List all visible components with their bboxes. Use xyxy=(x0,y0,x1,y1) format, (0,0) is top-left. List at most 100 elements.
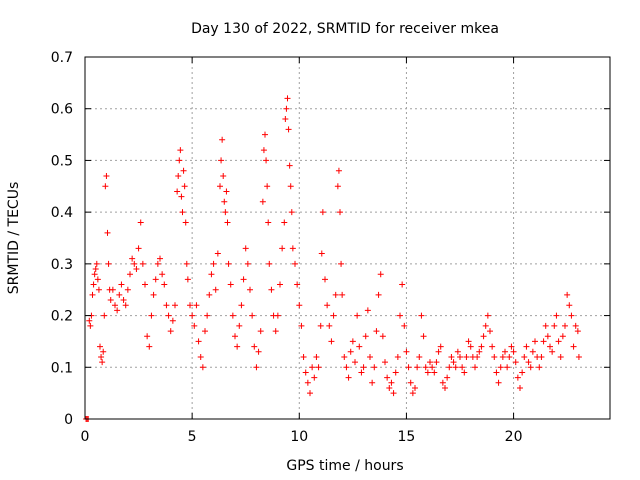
data-point xyxy=(555,338,562,345)
data-point xyxy=(163,302,170,309)
data-point xyxy=(285,126,292,133)
data-point xyxy=(322,276,328,283)
data-point xyxy=(401,322,408,329)
data-point xyxy=(358,369,365,376)
data-point xyxy=(349,338,356,345)
data-point xyxy=(253,364,260,371)
data-point xyxy=(315,364,322,371)
x-tick-label: 10 xyxy=(290,429,308,445)
data-point xyxy=(189,312,196,319)
data-point xyxy=(227,281,234,288)
x-tick-label: 20 xyxy=(505,429,523,445)
data-point xyxy=(337,209,343,216)
data-point xyxy=(296,302,303,309)
y-tick-label: 0.5 xyxy=(51,153,73,169)
data-point xyxy=(502,348,508,355)
data-point xyxy=(422,364,429,371)
data-point xyxy=(137,219,144,226)
data-point xyxy=(259,198,266,205)
data-point xyxy=(287,183,294,190)
data-point xyxy=(512,359,519,366)
data-point xyxy=(497,364,504,371)
data-point xyxy=(335,167,342,174)
data-point xyxy=(127,271,133,278)
data-point xyxy=(382,359,388,366)
data-point xyxy=(542,322,549,329)
data-point xyxy=(199,364,206,371)
data-point xyxy=(282,116,289,123)
data-point xyxy=(454,348,461,355)
data-point xyxy=(131,260,138,267)
data-point xyxy=(112,302,118,309)
data-point xyxy=(377,271,384,278)
data-point xyxy=(418,312,425,319)
data-point xyxy=(506,353,513,360)
data-point xyxy=(183,260,190,267)
data-point xyxy=(525,359,532,366)
data-point xyxy=(300,353,307,360)
data-point xyxy=(240,276,247,283)
data-point xyxy=(384,374,391,381)
y-tick-label: 0 xyxy=(64,412,73,428)
data-point xyxy=(157,255,163,262)
data-point xyxy=(277,281,283,288)
data-point xyxy=(482,322,489,329)
data-point xyxy=(474,353,481,360)
data-point xyxy=(390,390,397,397)
data-point xyxy=(286,162,293,169)
data-point xyxy=(197,353,204,360)
data-point xyxy=(364,307,371,314)
data-point xyxy=(116,291,123,298)
data-point xyxy=(238,302,245,309)
data-point xyxy=(274,312,281,319)
data-point xyxy=(221,198,228,205)
data-point xyxy=(154,260,161,267)
data-point xyxy=(222,209,229,216)
data-point xyxy=(559,333,566,340)
data-point xyxy=(508,343,515,350)
data-point xyxy=(347,348,354,355)
data-point xyxy=(514,374,521,381)
data-point xyxy=(431,369,438,376)
data-point xyxy=(399,281,406,288)
data-point xyxy=(206,291,213,298)
x-tick-label: 0 xyxy=(81,429,90,445)
data-point xyxy=(446,364,453,371)
data-point xyxy=(463,353,470,360)
data-point xyxy=(517,384,523,391)
data-point xyxy=(97,343,103,350)
x-axis-label: GPS time / hours xyxy=(286,458,403,474)
data-point xyxy=(386,384,393,391)
plot-frame xyxy=(84,56,611,420)
data-point xyxy=(195,338,202,345)
data-point xyxy=(124,286,131,293)
data-point xyxy=(266,260,273,267)
data-point xyxy=(181,183,188,190)
data-point xyxy=(169,317,176,324)
data-point xyxy=(448,353,455,360)
data-point xyxy=(304,379,311,386)
data-point xyxy=(412,384,418,391)
data-point xyxy=(89,291,96,298)
data-point xyxy=(268,286,275,293)
data-point xyxy=(538,353,545,360)
data-point xyxy=(450,359,457,366)
data-point xyxy=(187,302,193,309)
data-point xyxy=(144,333,151,340)
data-point xyxy=(544,333,551,340)
data-point xyxy=(219,136,226,143)
data-point xyxy=(338,260,345,267)
data-point xyxy=(178,193,185,200)
data-point xyxy=(379,333,386,340)
data-point xyxy=(574,328,581,335)
data-point xyxy=(467,343,474,350)
data-point xyxy=(575,353,582,360)
data-point xyxy=(264,183,271,190)
data-point xyxy=(109,286,116,293)
data-point xyxy=(202,328,208,335)
data-point xyxy=(120,297,127,304)
data-point xyxy=(495,379,502,386)
data-point xyxy=(437,343,444,350)
data-point xyxy=(549,348,556,355)
